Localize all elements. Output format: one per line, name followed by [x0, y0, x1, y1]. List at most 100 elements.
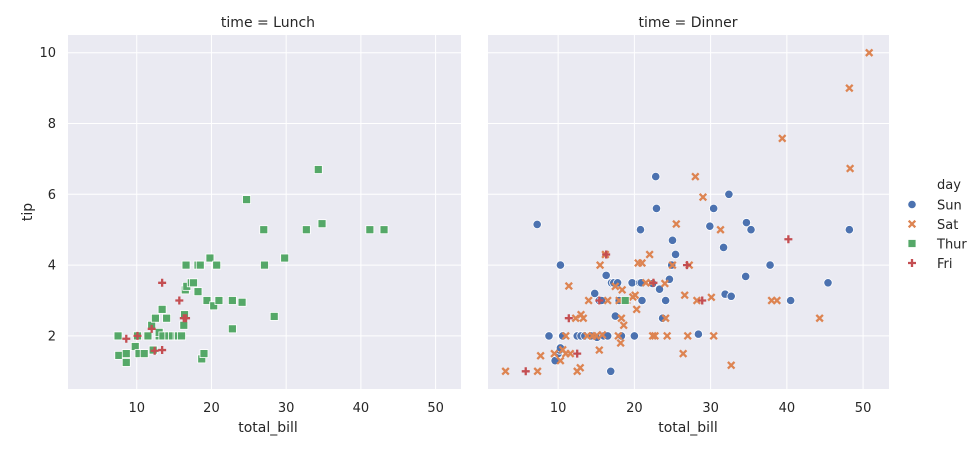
point-thur: [181, 260, 191, 270]
dinner-plot-area: [488, 35, 889, 389]
point-fri: [158, 278, 167, 287]
point-sun: [746, 225, 756, 235]
point-sun: [823, 278, 833, 288]
lunch-x-tick-label: 10: [128, 401, 145, 416]
point-thur: [237, 297, 247, 307]
point-sat: [772, 296, 782, 305]
point-sat: [595, 345, 604, 355]
point-fri: [649, 278, 658, 287]
point-sat: [616, 338, 625, 348]
legend-marker-fri: [908, 259, 916, 267]
point-sat: [645, 250, 654, 259]
point-sat: [679, 349, 688, 358]
legend-label-fri: Fri: [937, 257, 953, 272]
point-sat: [668, 260, 677, 270]
point-sat: [648, 331, 657, 341]
point-sun: [555, 260, 566, 270]
point-sat: [691, 172, 700, 181]
point-sun: [718, 242, 729, 252]
point-thur: [189, 278, 198, 288]
point-sun: [670, 249, 681, 260]
point-sat: [698, 193, 708, 202]
point-thur: [227, 296, 237, 305]
point-fri: [182, 314, 191, 323]
point-fri: [698, 296, 707, 305]
point-sun: [667, 235, 678, 245]
point-thur: [227, 324, 237, 334]
point-thur: [214, 296, 224, 305]
point-sat: [579, 314, 588, 323]
lunch-facet-title: time = Lunch: [221, 15, 315, 31]
lunch-points: [113, 165, 389, 367]
point-sat: [598, 330, 607, 339]
point-sun: [705, 221, 715, 231]
point-fri: [150, 346, 159, 355]
point-sat: [584, 296, 593, 305]
point-sun: [709, 203, 719, 214]
point-sat: [692, 296, 701, 305]
point-sat: [660, 279, 669, 288]
y-axis-label: tip: [20, 203, 36, 221]
point-thur: [317, 219, 327, 229]
point-sun: [724, 189, 734, 199]
point-sat: [661, 314, 670, 323]
point-thur: [162, 313, 172, 323]
point-sat: [631, 291, 640, 300]
point-thur: [242, 195, 251, 205]
point-thur: [269, 312, 279, 321]
point-thur: [113, 331, 123, 341]
point-thur: [209, 301, 219, 311]
point-sat: [707, 293, 716, 302]
point-sat: [550, 349, 559, 358]
point-thur: [259, 225, 269, 235]
point-thur: [121, 358, 131, 367]
point-fri: [147, 324, 156, 333]
point-sat: [576, 363, 585, 372]
point-sun: [661, 295, 671, 306]
point-sat: [637, 258, 647, 268]
point-thur: [121, 349, 131, 359]
point-sat: [592, 331, 601, 341]
dinner-x-axis-label: total_bill: [658, 420, 718, 436]
point-thur: [179, 320, 189, 330]
axis-tick-labels: 10 20 30 40 50 2 4 6 8 10 10 20 30 40 50: [39, 46, 871, 416]
point-fri: [564, 314, 573, 323]
point-sat: [603, 296, 612, 305]
point-sun: [590, 288, 600, 299]
point-sun: [606, 366, 616, 376]
dinner-x-tick-label: 10: [550, 401, 567, 416]
point-sun: [601, 270, 611, 280]
point-fri: [573, 349, 582, 358]
point-sat: [595, 260, 605, 270]
point-thur: [260, 260, 269, 270]
point-fri: [602, 250, 611, 259]
point-sat: [617, 314, 626, 323]
point-thur: [195, 260, 205, 270]
point-thur: [379, 225, 389, 235]
point-thur: [212, 260, 222, 270]
point-fri: [682, 261, 691, 270]
point-sat: [561, 331, 570, 341]
point-thur: [280, 253, 290, 263]
legend-label-thur: Thur: [936, 238, 967, 253]
legend-marker-sat: [907, 219, 917, 229]
point-sat: [683, 331, 692, 341]
point-sun: [741, 218, 752, 228]
point-sat: [672, 219, 681, 229]
point-fri: [158, 346, 167, 355]
dinner-points: [501, 48, 874, 376]
point-sat: [632, 305, 641, 314]
legend-label-sun: Sun: [937, 199, 962, 214]
point-thur: [193, 287, 203, 297]
point-sat: [501, 367, 510, 376]
point-thur: [143, 331, 153, 341]
point-sun: [693, 329, 704, 339]
y-tick-label: 8: [48, 117, 56, 132]
point-sun: [726, 291, 736, 301]
legend-marker-sun: [907, 199, 917, 210]
point-sat: [536, 351, 545, 360]
point-thur: [205, 253, 215, 263]
lunch-x-tick-label: 20: [203, 401, 220, 416]
point-sun: [629, 331, 639, 341]
point-sun: [741, 271, 751, 282]
